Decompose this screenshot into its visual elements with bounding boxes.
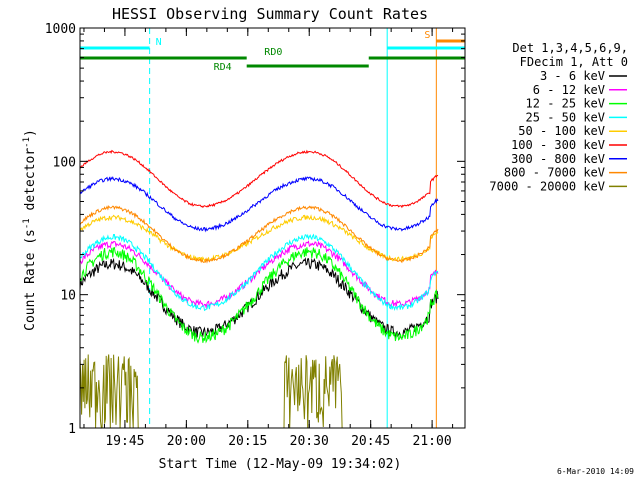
legend-label-4: 50 - 100 keV [518,124,605,138]
legend-label-0: 3 - 6 keV [540,69,605,83]
series-line-2 [79,246,439,344]
legend-header-line-1: Det 1,3,4,5,6,9, [512,41,628,55]
y-axis-label-sup-1: -1 [22,218,32,229]
x-tick-label-3: 20:30 [290,434,329,449]
legend-header-line-2: FDecim 1, Att 0 [520,55,628,69]
legend-label-5: 100 - 300 keV [511,138,605,152]
series-line-8 [79,354,438,429]
legend-label-3: 25 - 50 keV [526,110,605,124]
x-axis: 19:45 20:00 20:15 20:30 20:45 21:00 [83,28,454,449]
y-tick-label-1: 10 [60,289,76,304]
y-axis-label-mid: detector [23,148,38,219]
plot-area: N RD0 RD4 S [79,27,466,429]
y-axis: 1 10 100 1000 [45,22,465,437]
chart-title: HESSI Observing Summary Count Rates [112,5,428,23]
legend-label-6: 300 - 800 keV [511,152,605,166]
x-tick-label-2: 20:15 [228,434,267,449]
series-line-6 [79,176,439,233]
flag-label-s: S [424,30,430,41]
y-tick-label-2: 100 [53,155,76,170]
series-line-1 [79,240,439,310]
legend-label-2: 12 - 25 keV [526,97,605,111]
flag-label-rd0: RD0 [264,47,282,58]
series-line-5 [79,149,439,209]
y-axis-label: Count Rate (s-1 detector-1) [22,129,38,331]
flag-label-rd4: RD4 [214,62,232,73]
legend-label-8: 7000 - 20000 keV [489,179,605,193]
y-tick-label-0: 1 [68,422,76,437]
y-tick-label-3: 1000 [45,22,76,37]
x-tick-label-5: 21:00 [413,434,452,449]
plot-frame [79,27,466,429]
flag-label-n: N [156,37,162,48]
x-tick-label-0: 19:45 [105,434,144,449]
legend-label-1: 6 - 12 keV [533,83,605,97]
x-axis-label: Start Time (12-May-09 19:34:02) [159,457,402,472]
footer-date: 6-Mar-2010 14:09 [557,467,634,476]
legend: Det 1,3,4,5,6,9, FDecim 1, Att 0 3 - 6 k… [489,41,628,193]
y-axis-label-main: Count Rate (s [23,229,38,331]
series-line-0 [79,257,439,339]
y-axis-label-end: ) [23,129,38,137]
y-axis-label-sup-2: -1 [22,137,32,148]
x-tick-label-4: 20:45 [351,434,390,449]
series-line-3 [79,233,439,312]
x-tick-label-1: 20:00 [167,434,206,449]
series-line-7 [79,205,439,264]
legend-label-7: 800 - 7000 keV [504,166,605,180]
series-line-4 [79,214,439,263]
